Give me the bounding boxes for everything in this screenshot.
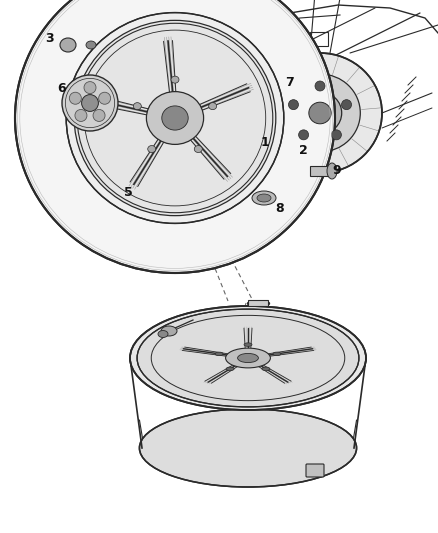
Ellipse shape (289, 100, 298, 110)
Bar (310, 166, 330, 176)
Ellipse shape (137, 309, 359, 407)
Ellipse shape (15, 0, 335, 273)
Ellipse shape (299, 130, 309, 140)
Ellipse shape (262, 367, 270, 370)
Ellipse shape (332, 130, 341, 140)
Text: 5: 5 (124, 187, 132, 199)
Ellipse shape (315, 81, 325, 91)
FancyBboxPatch shape (306, 464, 324, 477)
Ellipse shape (171, 76, 179, 83)
Ellipse shape (99, 92, 111, 104)
Bar (248, 300, 268, 306)
Ellipse shape (130, 306, 366, 410)
Ellipse shape (133, 103, 141, 110)
Ellipse shape (74, 20, 276, 216)
Ellipse shape (93, 109, 105, 122)
Ellipse shape (60, 38, 76, 52)
Ellipse shape (258, 53, 382, 173)
Ellipse shape (226, 367, 234, 370)
Ellipse shape (146, 92, 204, 144)
Ellipse shape (309, 102, 331, 124)
Ellipse shape (66, 13, 284, 223)
Ellipse shape (252, 191, 276, 205)
Ellipse shape (226, 348, 270, 368)
Ellipse shape (62, 75, 118, 131)
Ellipse shape (273, 352, 281, 356)
Ellipse shape (161, 326, 177, 336)
Ellipse shape (244, 343, 252, 346)
Ellipse shape (148, 146, 156, 152)
Ellipse shape (327, 163, 337, 179)
Text: 7: 7 (286, 77, 294, 90)
Ellipse shape (84, 82, 96, 94)
Ellipse shape (298, 92, 342, 134)
Text: 2: 2 (299, 143, 307, 157)
Ellipse shape (86, 41, 96, 49)
Ellipse shape (81, 94, 99, 111)
Ellipse shape (257, 194, 271, 202)
Ellipse shape (158, 330, 168, 337)
Ellipse shape (342, 100, 352, 110)
Ellipse shape (75, 109, 87, 122)
Bar (310, 32, 328, 46)
Ellipse shape (237, 353, 258, 362)
Ellipse shape (139, 409, 357, 487)
Ellipse shape (215, 352, 223, 356)
Text: 1: 1 (261, 136, 269, 149)
Ellipse shape (69, 92, 81, 104)
Ellipse shape (280, 74, 360, 152)
Ellipse shape (162, 106, 188, 130)
Ellipse shape (194, 146, 202, 152)
Text: 6: 6 (58, 83, 66, 95)
Text: 8: 8 (276, 201, 284, 214)
Text: 9: 9 (333, 165, 341, 177)
Ellipse shape (208, 103, 217, 110)
Text: 3: 3 (46, 31, 54, 44)
